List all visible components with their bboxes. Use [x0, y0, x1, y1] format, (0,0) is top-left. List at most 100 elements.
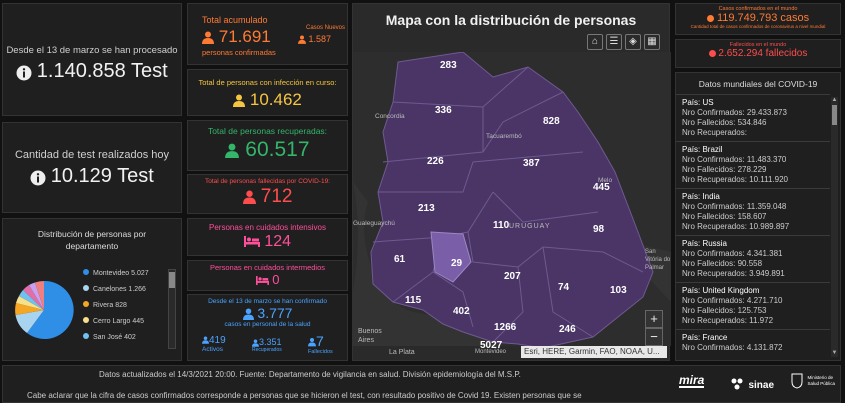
department-count[interactable]: 207	[504, 271, 521, 282]
salud-recuperados: 3.351 Recuperados	[252, 337, 282, 353]
map-title: Mapa con la distribución de personas	[385, 12, 637, 28]
world-deaths-row: 2.652.294 fallecidos	[676, 48, 840, 60]
department-count[interactable]: 115	[405, 295, 422, 306]
department-count[interactable]: 828	[543, 116, 560, 127]
country-deaths: Nro Fallecidos: 534.846	[682, 118, 767, 127]
department-count[interactable]: 110	[493, 220, 510, 231]
recuperadas-panel: Total de personas recuperadas: 60.517	[187, 120, 348, 171]
salud-row: 3.777	[188, 305, 347, 321]
legend-scroll-thumb[interactable]	[169, 272, 175, 288]
pie-slice-cerro-largo[interactable]	[16, 296, 44, 310]
legend-dot	[83, 333, 89, 339]
country-item[interactable]: País: India Nro Confirmados: 11.359.048 …	[676, 188, 830, 235]
personal-salud-panel: Desde el 13 de marzo se han confirmado 3…	[187, 294, 348, 361]
map-canvas[interactable]	[353, 52, 671, 346]
department-count[interactable]: 98	[593, 224, 605, 235]
en-curso-row: 10.462	[188, 90, 347, 110]
basemap-button[interactable]: ▦	[644, 34, 660, 50]
department-count[interactable]: 61	[394, 254, 406, 265]
legend-list-button[interactable]: ☰	[606, 34, 622, 50]
department-count[interactable]: 246	[559, 324, 576, 335]
department-count[interactable]: 29	[451, 258, 463, 269]
layers-icon: ◈	[629, 36, 637, 47]
total-acumulado-panel: Total acumulado 71.691 personas confirma…	[187, 3, 348, 65]
legend-dot	[83, 317, 89, 323]
scroll-down-icon[interactable]: ▼	[831, 350, 838, 356]
country-confirmed: Nro Confirmados: 4.271.710	[682, 296, 783, 305]
activos-value: 419	[209, 335, 226, 346]
country-item[interactable]: País: Brazil Nro Confirmados: 11.483.370…	[676, 141, 830, 188]
flores-department-highlight[interactable]	[430, 231, 472, 283]
argentina-land	[353, 182, 503, 346]
country-recovered: Nro Recuperados:	[682, 128, 747, 137]
tests-today-value: 10.129 Test	[50, 165, 154, 187]
legend-value: 828	[115, 302, 127, 309]
world-confirmed-row: 119.749.793 casos	[676, 12, 840, 24]
legend-item[interactable]: Montevideo 5.027	[83, 266, 163, 282]
map-attribution[interactable]: Esri, HERE, Garmin, FAO, NOAA, U...	[521, 346, 667, 358]
world-confirmed-value: 119.749.793 casos	[716, 12, 810, 24]
layers-button[interactable]: ◈	[625, 34, 641, 50]
pie-slice-canelones[interactable]	[15, 310, 45, 333]
legend-dot	[83, 269, 89, 275]
department-count[interactable]: 226	[427, 156, 444, 167]
person-icon	[298, 35, 306, 44]
new-cases-row: 1.587	[298, 34, 331, 44]
legend-value: 445	[132, 318, 144, 325]
legend-scrollbar[interactable]	[168, 269, 176, 349]
cti-row: 124	[188, 233, 347, 251]
department-count[interactable]: 283	[440, 60, 457, 71]
sinae-logo-icon	[731, 378, 743, 390]
home-button[interactable]: ⌂	[587, 34, 603, 50]
legend-item[interactable]: Rivera 828	[83, 298, 163, 314]
department-count[interactable]: 1266	[494, 322, 517, 333]
footer: Datos actualizados el 14/3/2021 20:00. F…	[2, 365, 841, 403]
department-count[interactable]: 5027	[480, 340, 503, 351]
fallecidas-label: Total de personas fallecidas por COVID-1…	[204, 178, 330, 185]
zoom-in-button[interactable]: +	[645, 310, 663, 328]
legend-item[interactable]: Canelones 1.266	[83, 282, 163, 298]
mira-logo: mira	[679, 373, 705, 388]
country-item[interactable]: País: Russia Nro Confirmados: 4.341.381 …	[676, 235, 830, 282]
department-count[interactable]: 387	[523, 158, 540, 169]
country-item[interactable]: País: France Nro Confirmados: 4.131.872	[676, 329, 830, 356]
department-count[interactable]: 445	[593, 182, 610, 193]
tests-total-row: 1.140.858 Test	[3, 60, 181, 83]
fallecidas-row: 712	[188, 186, 347, 208]
tests-total-value: 1.140.858 Test	[36, 60, 168, 82]
fallecidas-panel: Total de personas fallecidas por COVID-1…	[187, 174, 348, 214]
country-item[interactable]: País: United Kingdom Nro Confirmados: 4.…	[676, 282, 830, 329]
bed-icon	[243, 236, 260, 248]
department-pie-chart[interactable]	[13, 279, 75, 341]
pie-slice-other-1[interactable]	[23, 285, 44, 310]
legend-item[interactable]: San José 402	[83, 330, 163, 346]
country-list[interactable]: País: US Nro Confirmados: 29.433.873 Nro…	[676, 94, 830, 360]
pie-slice-rivera[interactable]	[15, 303, 44, 315]
cuidados-intensivos-panel: Personas en cuidados intensivos 124	[187, 218, 348, 256]
activos-label: Activos	[202, 346, 223, 353]
department-count[interactable]: 402	[453, 306, 470, 317]
pie-slice-san-jose[interactable]	[19, 290, 44, 310]
country-confirmed: Nro Confirmados: 11.359.048	[682, 202, 787, 211]
info-icon	[16, 65, 32, 81]
zoom-out-button[interactable]: −	[645, 328, 663, 346]
country-deaths: Nro Fallecidos: 278.229	[682, 165, 767, 174]
place-label: Tacuarembó	[486, 133, 522, 140]
department-count[interactable]: 213	[418, 203, 435, 214]
world-confirmed-label: Casos confirmados en el mundo	[718, 6, 798, 12]
department-count[interactable]: 103	[610, 285, 627, 296]
pie-slice-other-2[interactable]	[29, 282, 44, 311]
country-item[interactable]: País: US Nro Confirmados: 29.433.873 Nro…	[676, 94, 830, 141]
en-curso-panel: Total de personas con infección en curso…	[187, 69, 348, 116]
scroll-up-icon[interactable]: ▲	[831, 97, 838, 103]
department-count[interactable]: 74	[558, 282, 570, 293]
department-count[interactable]: 336	[435, 105, 452, 116]
country-name: País: India	[682, 192, 720, 201]
country-list-scrollbar[interactable]: ▲ ▼	[831, 97, 838, 357]
legend-name: Montevideo	[93, 270, 130, 277]
pie-slice-other-3[interactable]	[35, 281, 44, 310]
scroll-thumb[interactable]	[832, 105, 837, 125]
pie-slice-montevideo[interactable]	[27, 280, 74, 339]
person-icon	[202, 31, 214, 45]
legend-item[interactable]: Cerro Largo 445	[83, 314, 163, 330]
